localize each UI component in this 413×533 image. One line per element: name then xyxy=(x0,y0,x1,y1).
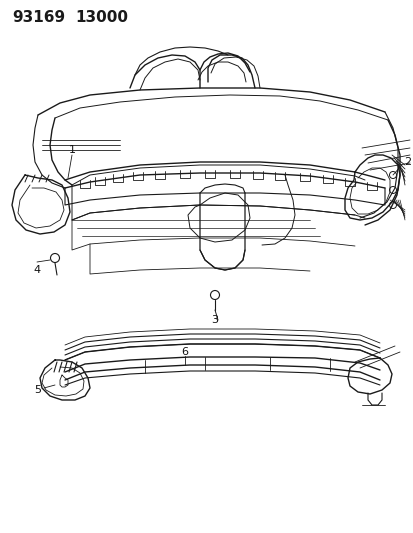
Text: 1: 1 xyxy=(68,145,75,155)
Text: 13000: 13000 xyxy=(75,10,128,25)
Text: 3: 3 xyxy=(211,315,218,325)
Text: 5: 5 xyxy=(34,385,41,395)
Text: 93169: 93169 xyxy=(12,10,65,25)
Text: 4: 4 xyxy=(33,265,40,275)
Text: 6: 6 xyxy=(181,347,188,357)
Text: 2: 2 xyxy=(404,157,411,167)
